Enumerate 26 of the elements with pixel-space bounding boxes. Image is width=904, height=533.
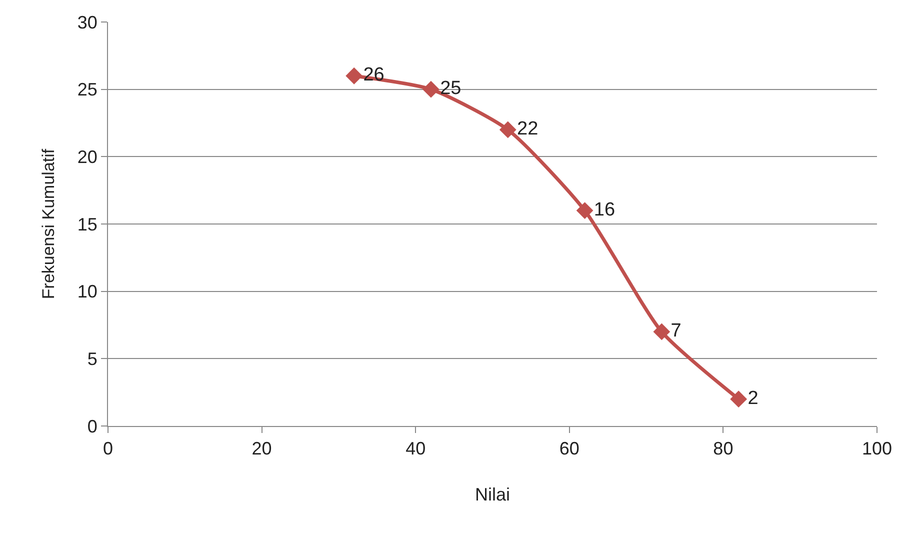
x-tick-label: 40 — [406, 438, 426, 459]
point — [346, 67, 363, 84]
data-label: 7 — [670, 320, 682, 342]
data-label: 22 — [517, 118, 538, 140]
data-label: 16 — [594, 199, 616, 220]
y-tick-label: 30 — [77, 12, 98, 32]
y-tick-label: 0 — [87, 416, 98, 436]
x-tick-label: 60 — [559, 438, 580, 459]
point — [499, 121, 516, 138]
y-axis-title: Frekuensi Kumulatif — [38, 148, 58, 300]
x-axis-title: Nilai — [474, 484, 510, 505]
x-tick-label: 0 — [102, 438, 114, 459]
y-tick-label: 5 — [87, 348, 98, 369]
y-tick-label: 15 — [77, 214, 98, 234]
y-tick-label: 20 — [77, 146, 98, 167]
data-label: 2 — [748, 388, 758, 409]
data-label: 25 — [440, 78, 462, 100]
x-tick-label: 20 — [252, 438, 272, 459]
point — [576, 202, 594, 219]
y-tick-label: 10 — [77, 282, 98, 302]
point — [422, 80, 440, 98]
y-tick-label: 25 — [77, 80, 98, 100]
point — [730, 390, 748, 408]
x-tick-label: 100 — [862, 438, 892, 459]
x-tick-label: 80 — [713, 438, 734, 459]
point — [653, 323, 670, 340]
